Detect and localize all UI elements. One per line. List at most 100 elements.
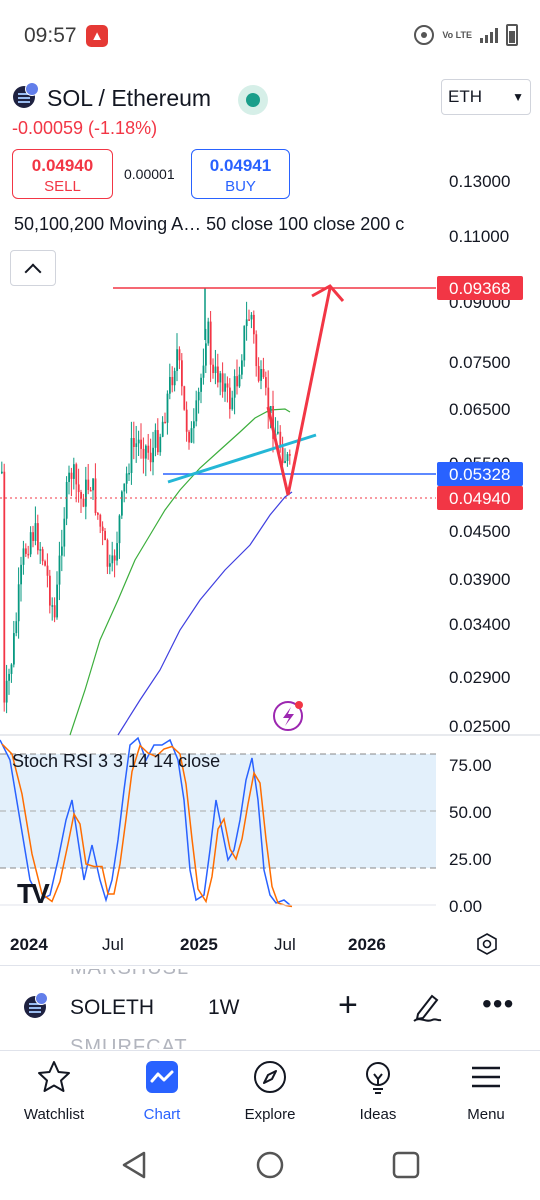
interval-button[interactable]: 1W [208,996,240,1019]
nav-ideas-label: Ideas [359,1106,397,1123]
candle-body [68,472,70,482]
candle-body [238,374,241,387]
rsi-axis-label: 0.00 [449,897,482,916]
system-navigation-bar [0,1131,540,1200]
candle-body [145,445,147,459]
projection-arrow-drawing[interactable] [266,287,332,496]
candle-body [101,526,104,531]
currency-select[interactable]: ETH ▼ [441,79,531,115]
candle-body [205,343,207,366]
price-axis-label: 0.03400 [449,615,510,634]
divider [0,965,540,966]
candle-body [265,377,267,388]
candle-body [70,472,73,479]
candle-body [128,472,130,475]
candle-body [63,518,66,547]
sell-price: 0.04940 [31,156,94,175]
time-axis-label: Jul [274,935,296,954]
moving-average-label[interactable]: 50,100,200 Moving A… 50 close 100 close … [14,214,405,234]
candle-body [214,366,217,374]
nav-menu[interactable]: Menu [436,1059,536,1123]
rsi-axis-label: 25.00 [449,850,492,869]
add-indicator-button[interactable]: + [338,986,358,1024]
candle-body [135,443,138,447]
candle-body [200,377,202,392]
nav-chart-label: Chart [143,1106,181,1123]
candle-body [44,561,46,566]
nav-chart[interactable]: Chart [112,1059,212,1123]
time-axis-label: 2025 [180,935,218,954]
stoch-rsi-label[interactable]: Stoch RSI 3 3 14 14 close [12,751,221,771]
stoch-rsi-d-line [1,743,293,908]
divider [0,1050,540,1051]
candle-body [253,314,255,335]
candle-body [221,373,224,392]
candle-body [171,376,174,386]
symbol-button[interactable]: SOLETH [70,996,155,1019]
hotspot-icon [414,25,435,45]
candle-body [277,431,279,434]
candle-body [27,553,30,556]
sell-button[interactable]: 0.04940 SELL [12,149,113,199]
alerts-lightning-icon[interactable] [273,701,303,731]
price-axis-label: 0.04500 [449,522,510,541]
star-icon [38,1061,70,1092]
candle-body [37,523,39,551]
more-options-button[interactable]: ••• [482,988,515,1019]
nav-ideas[interactable]: Ideas [328,1059,428,1123]
candle-body [34,523,37,541]
candle-body [15,621,18,634]
candle-body [51,605,54,607]
candle-body [161,421,164,437]
candle-body [32,532,34,541]
nav-watchlist[interactable]: Watchlist [4,1059,104,1123]
price-axis-label: 0.02900 [449,668,510,687]
candle-body [140,439,142,449]
candle-body [89,490,92,492]
candle-body [195,400,198,422]
candle-body [125,473,128,484]
candle-body [233,376,236,398]
price-tag-bg [437,486,523,510]
candle-body [190,428,193,443]
candle-body [279,431,282,448]
buy-button[interactable]: 0.04941 BUY [191,149,290,199]
price-tag-label: 0.09368 [449,279,510,298]
candle-body [3,471,6,703]
nav-explore[interactable]: Explore [220,1059,320,1123]
candle-body [20,564,22,585]
lightbulb-icon [366,1062,390,1094]
candle-body [99,514,102,527]
home-icon[interactable] [254,1149,286,1181]
candle-body [178,349,181,361]
candle-body [269,406,272,414]
price-tag-label: 0.04940 [449,489,510,508]
settings-icon[interactable] [476,933,498,955]
rsi-axis-label: 75.00 [449,756,492,775]
market-open-icon[interactable] [238,85,268,115]
trendline-drawing[interactable] [167,433,317,484]
candle-body [25,548,27,554]
candle-body [61,546,63,556]
nav-menu-label: Menu [467,1106,505,1123]
watchlist-peek-top: MARSHUSL [70,957,190,979]
collapse-chevron-button[interactable] [10,250,56,286]
candle-body [248,319,250,321]
back-icon[interactable] [118,1149,150,1181]
candle-body [77,484,80,493]
price-tag-bg [437,462,523,486]
candle-body [1,471,3,474]
candle-body [147,445,150,453]
symbol-title[interactable]: SOL / Ethereum [47,85,212,111]
candle-body [121,491,123,516]
price-tags: 0.09368 0.05328 0.04940 [437,276,523,510]
recent-apps-icon[interactable] [390,1149,422,1181]
drawing-tools-pen-icon[interactable] [410,990,444,1024]
price-chart[interactable]: 0.130000.110000.090000.075000.065000.055… [0,160,540,960]
candle-body [65,481,68,519]
candle-body [106,540,109,567]
price-axis-label: 0.11000 [449,227,509,246]
candle-body [80,492,82,499]
candle-body [118,515,121,544]
candle-body [17,584,20,622]
